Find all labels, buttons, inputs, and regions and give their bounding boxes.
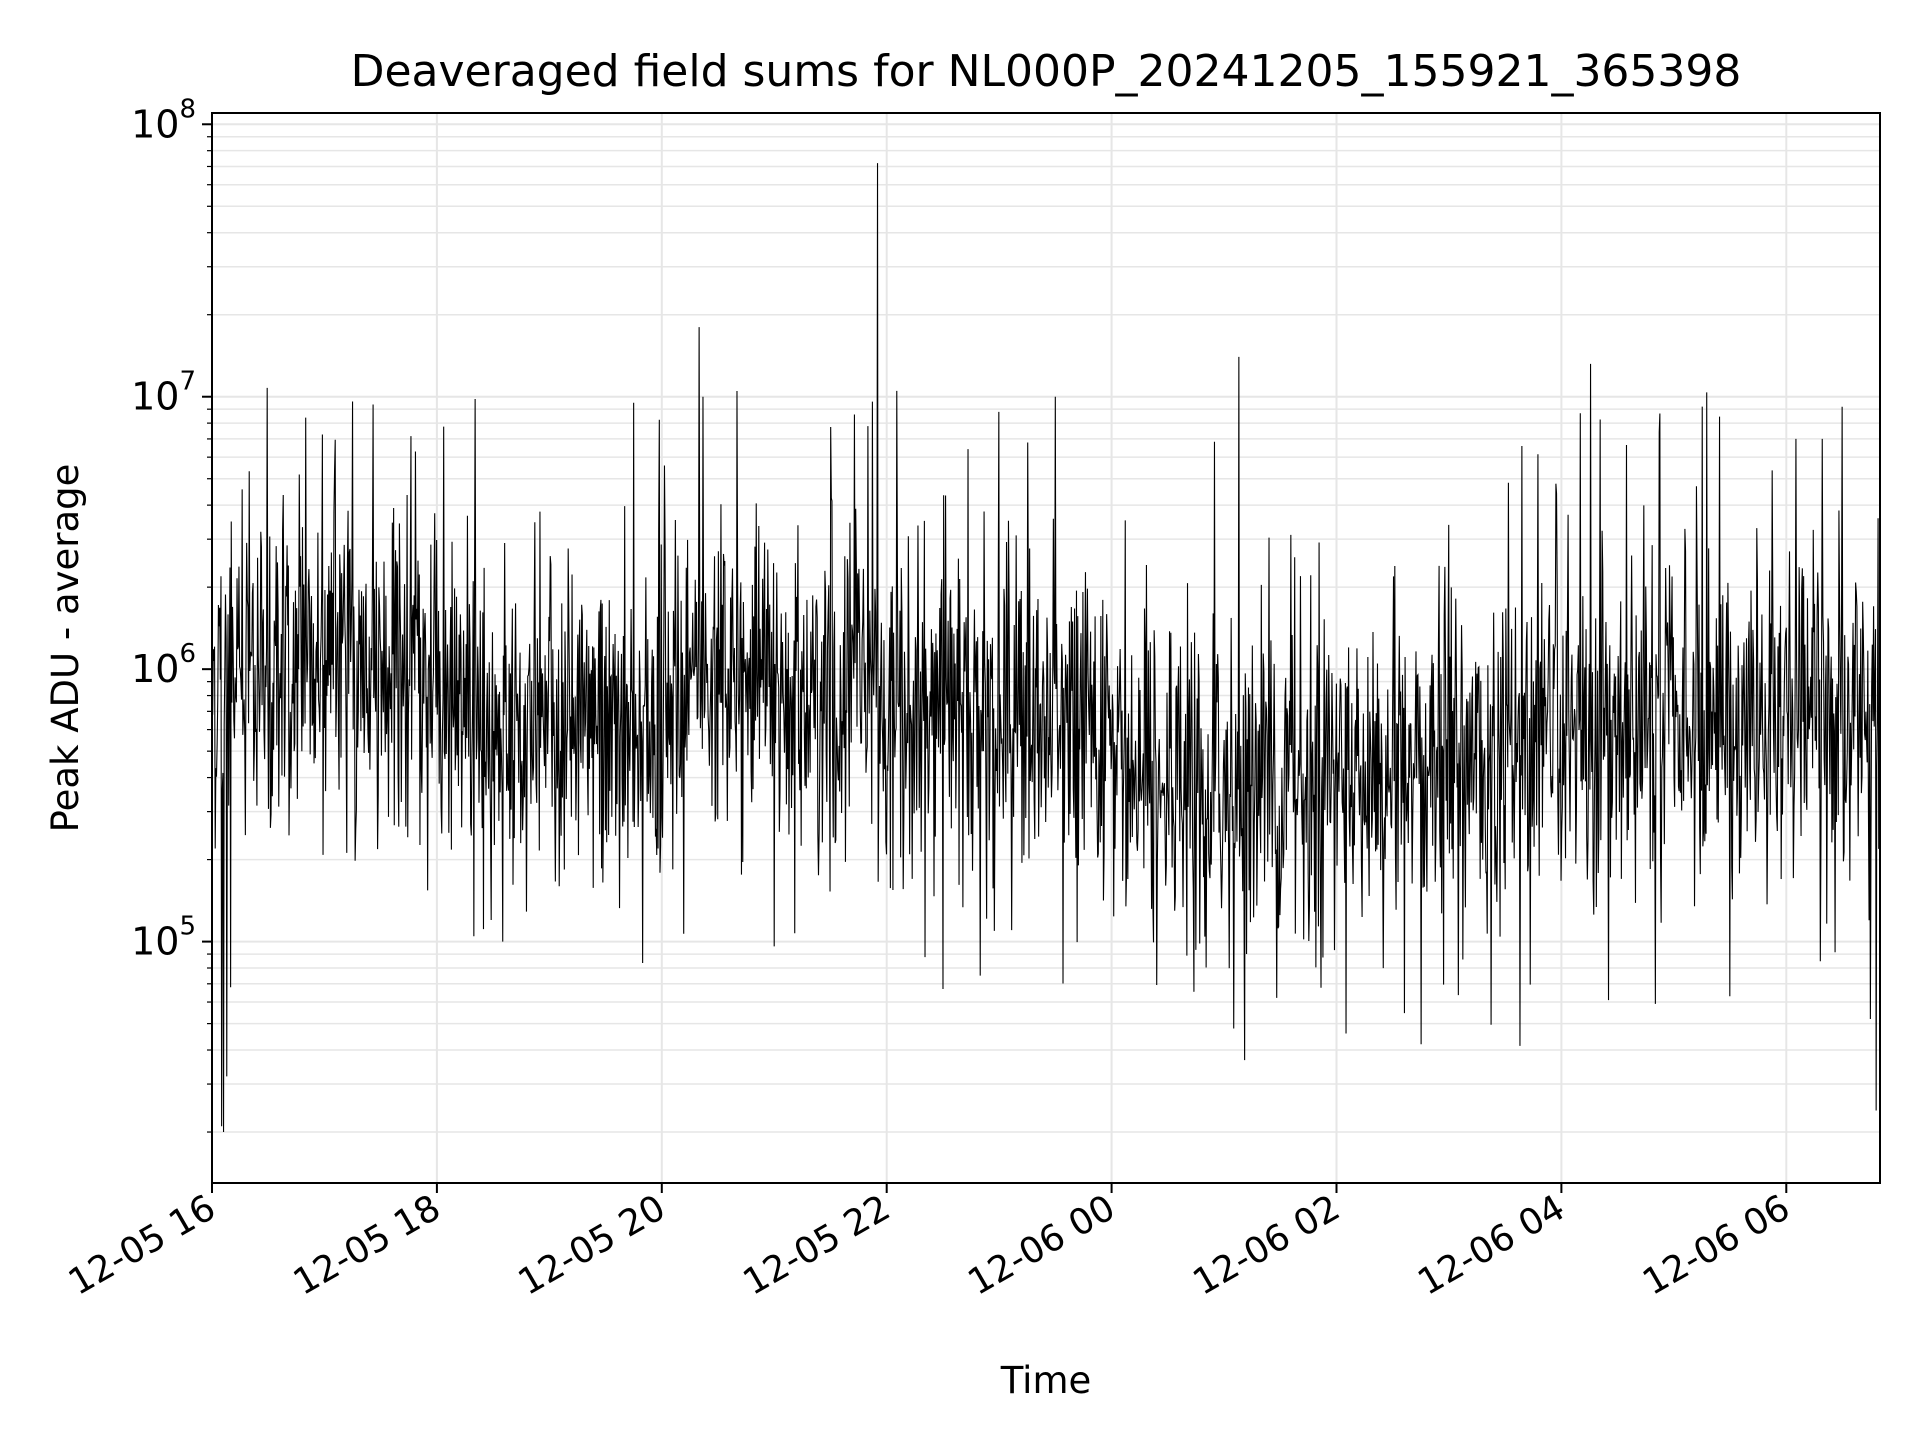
x-axis-label: Time bbox=[1000, 1359, 1092, 1402]
y-tick-label: 108 bbox=[131, 94, 196, 146]
y-tick-label: 107 bbox=[131, 367, 196, 419]
y-tick-label: 106 bbox=[131, 639, 196, 691]
chart-title: Deaveraged field sums for NL000P_2024120… bbox=[351, 46, 1742, 97]
y-axis: 105 106 107 108 bbox=[131, 94, 212, 1133]
y-axis-label: Peak ADU - average bbox=[44, 464, 87, 833]
y-tick-label: 105 bbox=[131, 912, 196, 964]
series-line-path bbox=[211, 163, 1881, 1133]
series-line bbox=[211, 163, 1881, 1133]
plot-frame bbox=[211, 112, 1881, 1184]
